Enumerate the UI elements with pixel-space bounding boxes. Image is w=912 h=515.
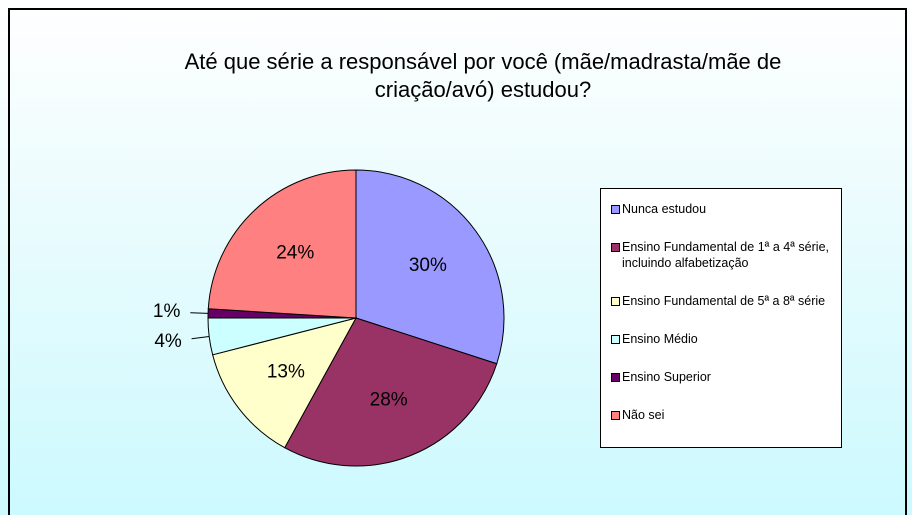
legend-label: Ensino Médio xyxy=(622,332,698,346)
leader-line xyxy=(190,312,209,314)
pie-slice xyxy=(284,317,498,467)
legend-item: Ensino Superior xyxy=(611,369,829,385)
legend-label: Não sei xyxy=(622,408,665,422)
legend-label: Nunca estudou xyxy=(622,202,707,216)
legend-item: Nunca estudou xyxy=(611,201,829,217)
legend-label: Ensino Superior xyxy=(622,370,711,384)
data-label: 1% xyxy=(153,301,181,322)
legend-swatch xyxy=(611,373,620,382)
legend-label: Ensino Fundamental de 5ª a 8ª série xyxy=(622,294,826,308)
legend-item: Ensino Fundamental de 5ª a 8ª série xyxy=(611,293,829,309)
data-label: 30% xyxy=(409,255,447,276)
legend-item: Não sei xyxy=(611,407,829,423)
legend-item: Ensino Fundamental de 1ª a 4ª série, inc… xyxy=(611,239,829,271)
legend-label: Ensino Fundamental de 1ª a 4ª série, inc… xyxy=(622,240,829,270)
chart-title: Até que série a responsável por você (mã… xyxy=(184,49,782,102)
legend: Nunca estudou Ensino Fundamental de 1ª a … xyxy=(600,188,842,448)
legend-swatch xyxy=(611,411,620,420)
data-label: 4% xyxy=(154,331,182,352)
leader-line xyxy=(191,336,210,340)
pie-slice xyxy=(207,169,357,319)
legend-swatch xyxy=(611,335,620,344)
legend-swatch xyxy=(611,205,620,214)
data-label: 28% xyxy=(370,390,408,411)
pie-slice xyxy=(355,169,505,365)
chart-border xyxy=(8,8,907,515)
data-label: 13% xyxy=(267,361,305,382)
data-label: 24% xyxy=(276,242,314,263)
legend-swatch xyxy=(611,297,620,306)
legend-item: Ensino Médio xyxy=(611,331,829,347)
legend-swatch xyxy=(611,243,620,252)
pie-slice xyxy=(212,317,357,449)
